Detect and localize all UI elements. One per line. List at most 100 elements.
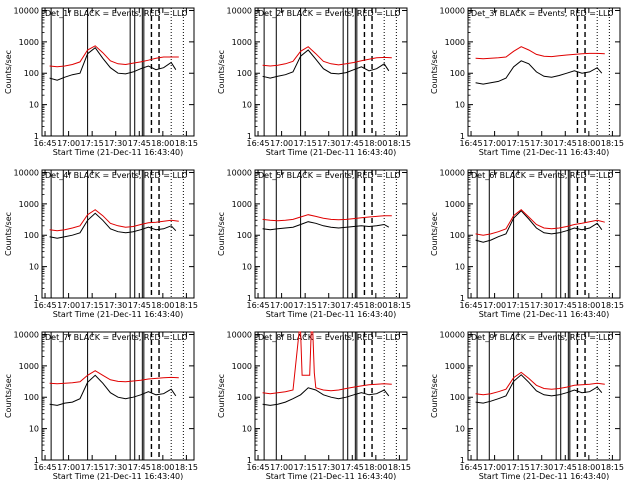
event-markers xyxy=(476,170,610,298)
x-tick-label: 18:00 xyxy=(577,301,600,310)
y-axis-title: Counts/sec xyxy=(4,212,13,256)
y-tick-label: 1000 xyxy=(19,38,39,47)
x-tick-label: 17:45 xyxy=(554,139,577,148)
panel-2: Det_2f BLACK = Events, RED = LLD 1 10 100 10… xyxy=(217,6,411,157)
x-tick-label: 18:15 xyxy=(388,463,411,472)
event-markers xyxy=(50,170,184,298)
y-tick-label: 1000 xyxy=(19,362,39,371)
x-axis-title: Start Time (21-Dec-11 16:43:40) xyxy=(266,148,397,157)
x-tick-label: 17:45 xyxy=(554,463,577,472)
series-lld xyxy=(49,45,179,68)
x-tick-label: 16:45 xyxy=(247,139,270,148)
x-tick-label: 18:15 xyxy=(388,139,411,148)
y-tick-label: 1000 xyxy=(19,200,39,209)
y-tick-label: 1 xyxy=(34,294,39,303)
y-axis-title: Counts/sec xyxy=(430,50,439,94)
y-tick-label: 100 xyxy=(450,69,465,78)
plot-frame xyxy=(467,169,621,299)
x-axis-title: Start Time (21-Dec-11 16:43:40) xyxy=(53,148,184,157)
y-axis-title: Counts/sec xyxy=(4,50,13,94)
plot-frame xyxy=(254,331,408,461)
plot-frame xyxy=(467,331,621,461)
x-tick-label: 17:15 xyxy=(294,301,317,310)
x-tick-label: 17:15 xyxy=(294,139,317,148)
panel-5: Det_5f BLACK = Events, RED = LLD 1 10 100 10… xyxy=(217,168,411,319)
series-events xyxy=(262,221,390,231)
y-tick-label: 100 xyxy=(237,69,252,78)
x-tick-label: 17:00 xyxy=(270,139,293,148)
x-tick-label: 18:15 xyxy=(601,463,624,472)
x-tick-label: 16:45 xyxy=(34,139,57,148)
y-tick-label: 1 xyxy=(34,132,39,141)
x-axis-title: Start Time (21-Dec-11 16:43:40) xyxy=(479,310,610,319)
event-markers xyxy=(50,8,184,136)
y-tick-label: 10 xyxy=(455,101,465,110)
x-tick-label: 18:00 xyxy=(151,139,174,148)
x-tick-label: 18:00 xyxy=(364,139,387,148)
y-tick-label: 1 xyxy=(460,132,465,141)
y-tick-label: 1000 xyxy=(445,362,465,371)
y-tick-label: 10 xyxy=(242,425,252,434)
x-tick-label: 18:15 xyxy=(175,463,198,472)
x-tick-label: 17:15 xyxy=(81,139,104,148)
event-markers xyxy=(263,8,397,136)
panel-title: Det_7f BLACK = Events, RED = LLD xyxy=(45,333,188,342)
series-events xyxy=(49,46,177,81)
x-tick-label: 17:30 xyxy=(317,139,340,148)
panel-9: Det_9f BLACK = Events, RED = LLD 1 10 100 10… xyxy=(430,330,624,480)
series-events xyxy=(475,60,603,85)
y-tick-label: 1 xyxy=(247,294,252,303)
y-tick-label: 100 xyxy=(24,393,39,402)
x-tick-label: 17:45 xyxy=(341,139,364,148)
y-tick-label: 10000 xyxy=(440,168,465,177)
series-lld xyxy=(475,209,605,236)
x-tick-label: 17:00 xyxy=(57,463,80,472)
panel-1: Det_1f BLACK = Events, RED = LLD 1 10 100 10… xyxy=(4,6,198,157)
panel-8: Det_8f BLACK = Events, RED = LLD 1 10 100 10… xyxy=(217,330,411,480)
panel-3: Det_3f BLACK = Events, RED = LLD 1 10 100 10… xyxy=(430,6,624,157)
panel-title: Det_5f BLACK = Events, RED = LLD xyxy=(258,171,401,180)
series-lld xyxy=(262,46,392,67)
y-tick-label: 10000 xyxy=(227,168,252,177)
event-markers xyxy=(263,332,397,460)
series-lld xyxy=(475,371,605,396)
plot-frame xyxy=(41,169,195,299)
x-tick-label: 16:45 xyxy=(460,139,483,148)
y-axis-title: Counts/sec xyxy=(217,50,226,94)
x-tick-label: 17:45 xyxy=(128,301,151,310)
x-tick-label: 17:15 xyxy=(294,463,317,472)
x-tick-label: 17:30 xyxy=(530,463,553,472)
x-tick-label: 17:15 xyxy=(507,463,530,472)
y-tick-label: 10 xyxy=(455,425,465,434)
y-tick-label: 1000 xyxy=(445,38,465,47)
y-tick-label: 1 xyxy=(460,294,465,303)
x-tick-label: 17:30 xyxy=(530,301,553,310)
series-events xyxy=(49,374,177,406)
y-axis-title: Counts/sec xyxy=(430,374,439,418)
x-tick-label: 17:30 xyxy=(317,301,340,310)
y-tick-label: 100 xyxy=(237,231,252,240)
series-events xyxy=(262,387,390,406)
x-tick-label: 18:15 xyxy=(175,301,198,310)
y-tick-label: 100 xyxy=(450,393,465,402)
x-tick-label: 17:00 xyxy=(483,463,506,472)
x-tick-label: 18:00 xyxy=(151,463,174,472)
x-tick-label: 18:00 xyxy=(577,139,600,148)
event-markers xyxy=(576,8,610,136)
x-tick-label: 18:15 xyxy=(388,301,411,310)
x-tick-label: 17:45 xyxy=(341,301,364,310)
panel-title: Det_8f BLACK = Events, RED = LLD xyxy=(258,333,401,342)
series-lld xyxy=(475,46,605,60)
series-events xyxy=(262,49,390,79)
x-tick-label: 17:00 xyxy=(57,139,80,148)
x-tick-label: 16:45 xyxy=(34,463,57,472)
y-tick-label: 100 xyxy=(450,231,465,240)
y-tick-label: 1000 xyxy=(232,38,252,47)
y-tick-label: 10 xyxy=(29,101,39,110)
event-markers xyxy=(263,170,397,298)
x-tick-label: 17:00 xyxy=(483,139,506,148)
panel-title: Det_1f BLACK = Events, RED = LLD xyxy=(45,9,188,18)
x-tick-label: 17:00 xyxy=(270,301,293,310)
x-tick-label: 16:45 xyxy=(460,463,483,472)
y-tick-label: 10000 xyxy=(227,330,252,339)
